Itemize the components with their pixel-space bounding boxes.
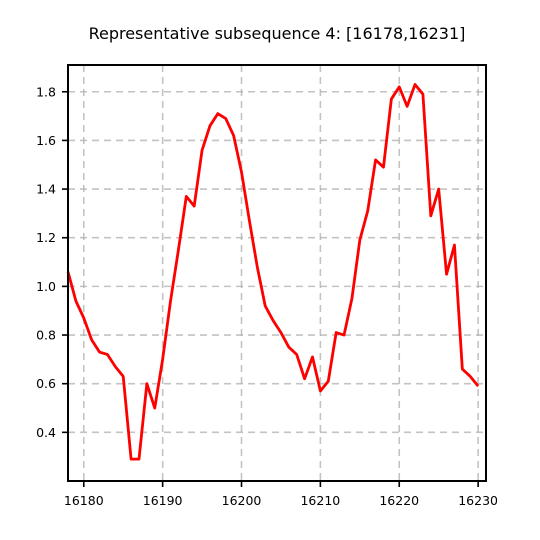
- axis-ticks: 16180 16190 16200 16210 16220 16230 0.4 0.6 0.8 1…: [36, 84, 498, 508]
- chart-title: Representative subsequence 4: [16178,162…: [89, 24, 466, 43]
- y-tick-label: 0.4: [36, 425, 56, 440]
- grid-lines: [68, 65, 486, 481]
- series-line: [66, 83, 480, 461]
- x-tick-label: 16220: [379, 493, 419, 508]
- x-tick-label: 16230: [458, 493, 498, 508]
- series-layer: [66, 83, 480, 461]
- y-tick-label: 1.6: [36, 133, 56, 148]
- x-tick-label: 16180: [64, 493, 104, 508]
- x-tick-label: 16210: [300, 493, 340, 508]
- y-tick-label: 0.6: [36, 376, 56, 391]
- y-tick-label: 1.4: [36, 182, 56, 197]
- y-tick-label: 1.0: [36, 279, 56, 294]
- y-tick-label: 1.2: [36, 230, 56, 245]
- plot-frame: [67, 64, 487, 482]
- x-tick-label: 16200: [222, 493, 262, 508]
- y-tick-label: 0.8: [36, 328, 56, 343]
- x-tick-label: 16190: [143, 493, 183, 508]
- y-tick-label: 1.8: [36, 84, 56, 99]
